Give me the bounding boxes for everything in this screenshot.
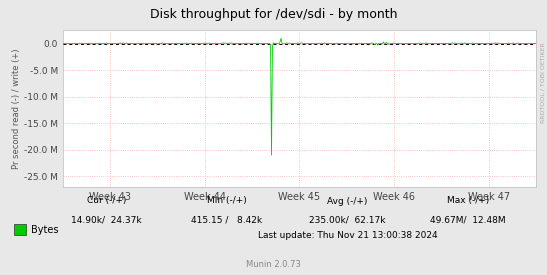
Text: Max (-/+): Max (-/+): [446, 197, 489, 205]
Text: Munin 2.0.73: Munin 2.0.73: [246, 260, 301, 269]
Text: Cur (-/+): Cur (-/+): [87, 197, 126, 205]
Text: Disk throughput for /dev/sdi - by month: Disk throughput for /dev/sdi - by month: [150, 8, 397, 21]
Text: Min (-/+): Min (-/+): [207, 197, 247, 205]
Text: Avg (-/+): Avg (-/+): [327, 197, 368, 205]
Text: RRDTOOL / TOBI OETIKER: RRDTOOL / TOBI OETIKER: [541, 42, 546, 123]
Y-axis label: Pr second read (-) / write (+): Pr second read (-) / write (+): [12, 48, 21, 169]
Text: 415.15 /   8.42k: 415.15 / 8.42k: [191, 216, 263, 225]
Text: Bytes: Bytes: [31, 225, 59, 235]
Text: 14.90k/  24.37k: 14.90k/ 24.37k: [71, 216, 142, 225]
Text: 49.67M/  12.48M: 49.67M/ 12.48M: [430, 216, 505, 225]
Text: Last update: Thu Nov 21 13:00:38 2024: Last update: Thu Nov 21 13:00:38 2024: [258, 231, 437, 240]
Text: 235.00k/  62.17k: 235.00k/ 62.17k: [309, 216, 386, 225]
